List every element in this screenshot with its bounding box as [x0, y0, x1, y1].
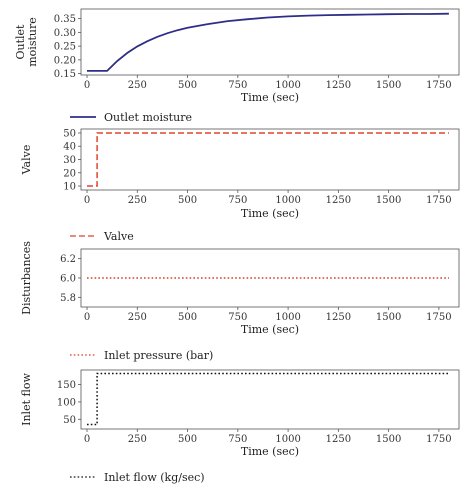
- x-axis-title: Time (sec): [241, 91, 299, 104]
- x-tick-label: 250: [128, 434, 147, 445]
- plot-frame: [80, 8, 460, 76]
- y-tick-label: 0.25: [54, 42, 76, 53]
- series-line: [87, 132, 449, 187]
- y-tick-label: 40: [63, 142, 76, 153]
- y-axis-title: Valve: [20, 145, 33, 176]
- x-tick-label: 1250: [326, 434, 351, 445]
- x-tick-label: 250: [128, 312, 147, 323]
- chart-panel-4: 0 250 500 750 1000 1250 1500 1750 50 100 150 Time (…: [20, 369, 460, 484]
- y-tick-label: 10: [63, 182, 76, 193]
- x-tick-label: 1250: [326, 80, 351, 91]
- x-tick-label: 750: [228, 80, 247, 91]
- x-tick-label: 1750: [426, 80, 451, 91]
- x-tick-label: 250: [128, 80, 147, 91]
- x-tick-label: 500: [178, 195, 197, 206]
- x-tick-label: 1250: [326, 195, 351, 206]
- x-tick-label: 750: [228, 312, 247, 323]
- y-axis-title: moisture: [26, 17, 39, 67]
- y-tick-label: 6.2: [60, 254, 76, 265]
- chart-panel-1: 0 250 500 750 1000 1250 1500 1750 0.15 0.20 0.25 0.…: [14, 8, 460, 124]
- x-tick-label: 1000: [275, 312, 300, 323]
- x-tick-label: 750: [228, 195, 247, 206]
- y-tick-label: 50: [63, 415, 76, 426]
- x-tick-label: 0: [84, 195, 90, 206]
- x-axis-title: Time (sec): [241, 445, 299, 458]
- y-axis-title: Disturbances: [20, 241, 33, 315]
- x-axis-title: Time (sec): [241, 323, 299, 336]
- y-tick-label: 0.20: [54, 55, 76, 66]
- x-tick-label: 0: [84, 312, 90, 323]
- x-tick-label: 0: [84, 434, 90, 445]
- y-axis-title: Inlet flow: [20, 373, 33, 426]
- y-tick-label: 50: [63, 128, 76, 139]
- y-tick-label: 20: [63, 168, 76, 179]
- chart-panel-2: 0 250 500 750 1000 1250 1500 1750 10 20 30 40 50 Time…: [20, 128, 460, 243]
- y-axis-title: Outlet: [14, 24, 27, 60]
- y-tick-label: 0.15: [54, 69, 76, 80]
- x-tick-label: 1750: [426, 312, 451, 323]
- y-tick-label: 0.30: [54, 28, 76, 39]
- y-tick-label: 30: [63, 155, 76, 166]
- x-tick-label: 250: [128, 195, 147, 206]
- x-tick-label: 1500: [376, 195, 401, 206]
- series-line: [87, 12, 449, 72]
- x-tick-label: 750: [228, 434, 247, 445]
- x-tick-label: 1750: [426, 434, 451, 445]
- legend-label: Inlet pressure (bar): [104, 349, 213, 362]
- x-tick-label: 1750: [426, 195, 451, 206]
- plot-frame: [80, 369, 460, 430]
- x-axis-title: Time (sec): [241, 207, 299, 220]
- x-tick-label: 1000: [275, 434, 300, 445]
- legend-label: Inlet flow (kg/sec): [104, 471, 205, 484]
- x-tick-label: 1000: [275, 80, 300, 91]
- y-tick-label: 150: [57, 380, 76, 391]
- x-tick-label: 1500: [376, 434, 401, 445]
- x-tick-label: 1500: [376, 80, 401, 91]
- x-tick-label: 1500: [376, 312, 401, 323]
- y-tick-label: 6.0: [60, 274, 76, 285]
- x-tick-label: 500: [178, 312, 197, 323]
- chart-panel-3: 0 250 500 750 1000 1250 1500 1750 5.8 6.0 6.2 Time …: [20, 241, 460, 362]
- x-tick-label: 500: [178, 80, 197, 91]
- legend-label: Outlet moisture: [104, 111, 192, 124]
- x-tick-label: 1250: [326, 312, 351, 323]
- x-tick-label: 0: [84, 80, 90, 91]
- x-tick-label: 500: [178, 434, 197, 445]
- y-tick-label: 5.8: [60, 293, 76, 304]
- series-line: [87, 372, 449, 426]
- x-tick-label: 1000: [275, 195, 300, 206]
- y-tick-label: 100: [57, 397, 76, 408]
- y-tick-label: 0.35: [54, 14, 76, 25]
- legend-label: Valve: [103, 230, 134, 243]
- plot-frame: [80, 128, 460, 191]
